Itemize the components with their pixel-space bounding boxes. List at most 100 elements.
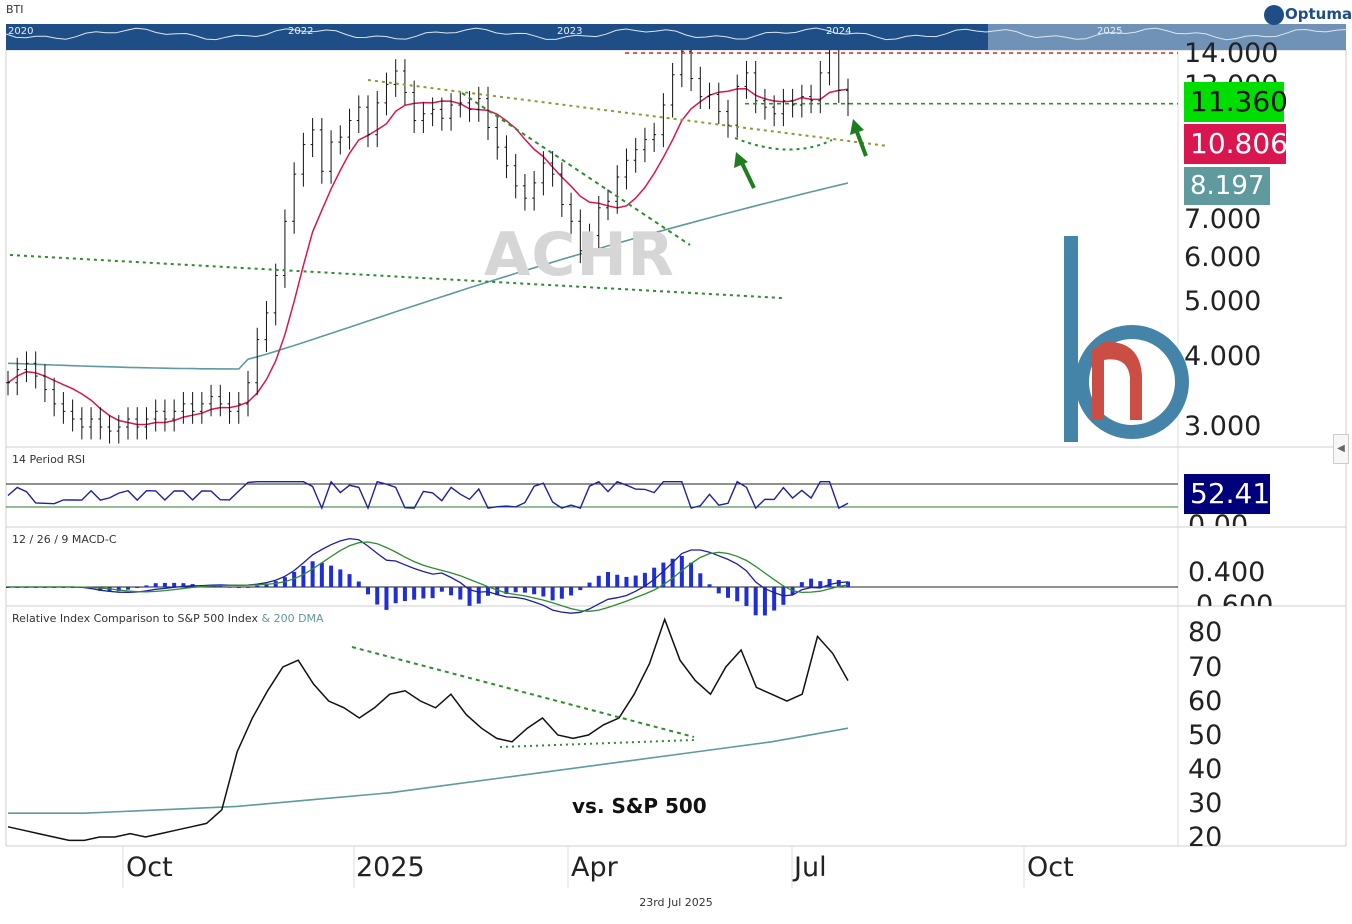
macd-hist-bar bbox=[541, 587, 546, 597]
price-bar bbox=[6, 370, 10, 396]
price-bar bbox=[181, 392, 186, 424]
rsi-value-badge: 52.41 bbox=[1184, 474, 1270, 514]
macd-tick-0.4: 0.400 bbox=[1188, 557, 1266, 588]
price-bar bbox=[799, 84, 804, 118]
price-bar bbox=[652, 122, 657, 153]
price-bar bbox=[144, 407, 149, 440]
price-bar bbox=[698, 66, 703, 110]
macd-hist-bar bbox=[772, 587, 777, 611]
macd-hist-bar bbox=[449, 587, 454, 596]
relative-downtrend-line bbox=[351, 646, 695, 738]
price-bar bbox=[227, 392, 232, 424]
price-bar bbox=[264, 301, 269, 353]
price-bar bbox=[273, 263, 278, 326]
price-bar bbox=[818, 61, 823, 114]
macd-hist-bar bbox=[264, 583, 269, 587]
price-bar bbox=[495, 115, 500, 160]
macd-hist-bar bbox=[310, 561, 315, 587]
price-bar bbox=[162, 399, 167, 432]
price-bar bbox=[329, 130, 334, 184]
date-tick-oct: Oct bbox=[126, 852, 173, 883]
price-tick-3: 3.000 bbox=[1184, 411, 1262, 442]
macd-hist-bar bbox=[522, 587, 527, 593]
price-bar bbox=[70, 399, 75, 432]
macd-hist-bar bbox=[458, 587, 463, 600]
rsi-tick-0: 0.00 bbox=[1188, 510, 1249, 526]
macd-hist-bar bbox=[846, 581, 850, 587]
macd-hist-bar bbox=[716, 587, 721, 594]
macd-hist-bar bbox=[504, 587, 509, 595]
macd-hist-bar bbox=[467, 587, 472, 606]
price-bar bbox=[467, 91, 472, 122]
macd-hist-bar bbox=[661, 562, 666, 587]
macd-hist-bar bbox=[412, 587, 417, 600]
price-tick-5: 5.000 bbox=[1184, 286, 1262, 317]
macd-hist-bar bbox=[227, 586, 232, 588]
relative-support-line bbox=[499, 739, 695, 748]
price-bar bbox=[707, 82, 712, 110]
rel-tick-60: 60 bbox=[1188, 686, 1223, 717]
price-tick-6: 6.000 bbox=[1184, 242, 1262, 273]
nav-year-0: 2020 bbox=[8, 26, 34, 37]
price-bar bbox=[282, 209, 287, 288]
price-bar bbox=[596, 195, 601, 249]
rsi-title: 14 Period RSI bbox=[12, 453, 86, 466]
macd-hist-bar bbox=[430, 587, 435, 599]
price-bar bbox=[670, 62, 675, 118]
macd-hist-bar bbox=[116, 587, 121, 592]
macd-hist-bar bbox=[726, 587, 730, 598]
relative-title-suffix: & 200 DMA bbox=[261, 612, 324, 625]
price-tick-4: 4.000 bbox=[1184, 341, 1262, 372]
price-bar bbox=[421, 101, 426, 133]
macd-hist-bar bbox=[273, 581, 278, 587]
price-bar bbox=[310, 118, 315, 158]
last-close-badge: 11.360 bbox=[1184, 82, 1288, 122]
price-bar bbox=[476, 86, 481, 122]
scroll-right-button[interactable]: ◀ bbox=[1333, 434, 1349, 464]
price-bar bbox=[98, 407, 103, 440]
price-bar bbox=[292, 162, 297, 234]
price-bar bbox=[726, 99, 730, 138]
macd-hist-bar bbox=[329, 565, 334, 587]
price-bar bbox=[642, 127, 647, 163]
macd-hist-bar bbox=[421, 587, 426, 599]
price-bar bbox=[809, 84, 814, 114]
price-bar bbox=[116, 415, 121, 444]
rel-tick-20: 20 bbox=[1188, 822, 1223, 846]
macd-line bbox=[8, 537, 849, 614]
price-bar bbox=[522, 174, 527, 211]
price-bar bbox=[772, 95, 777, 127]
price-bar bbox=[126, 407, 130, 440]
rel-tick-30: 30 bbox=[1188, 788, 1223, 819]
date-tick-oct-2: Oct bbox=[1027, 852, 1074, 883]
price-bar bbox=[393, 59, 398, 97]
macd-tick-0.6: 0.600 bbox=[1196, 590, 1274, 606]
price-bar bbox=[52, 377, 57, 417]
price-bar bbox=[218, 384, 223, 417]
macd-hist-bar bbox=[578, 587, 583, 591]
macd-hist-bar bbox=[301, 565, 306, 587]
navigator-selection[interactable] bbox=[988, 24, 1346, 50]
price-bar bbox=[624, 148, 629, 190]
macd-hist-bar bbox=[246, 586, 250, 588]
date-tick-apr: Apr bbox=[571, 852, 618, 883]
symbol-label: BTI bbox=[6, 3, 24, 16]
macd-hist-bar bbox=[495, 587, 500, 596]
macd-hist-bar bbox=[836, 580, 841, 587]
price-bar bbox=[356, 95, 361, 133]
macd-hist-bar bbox=[744, 587, 749, 607]
price-bar bbox=[716, 82, 721, 125]
price-bar bbox=[301, 132, 306, 187]
macd-hist-bar bbox=[144, 585, 149, 587]
macd-title: 12 / 26 / 9 MACD-C bbox=[12, 533, 117, 546]
macd-hist-bar bbox=[338, 569, 343, 587]
price-bar bbox=[402, 59, 407, 105]
price-bar bbox=[532, 171, 537, 211]
price-bar bbox=[89, 407, 94, 440]
macd-hist-bar bbox=[98, 587, 103, 591]
optuma-logo-icon bbox=[1264, 5, 1284, 25]
price-bar bbox=[790, 88, 795, 118]
price-tick-14: 14.000 bbox=[1184, 38, 1279, 69]
price-bar bbox=[587, 223, 592, 264]
